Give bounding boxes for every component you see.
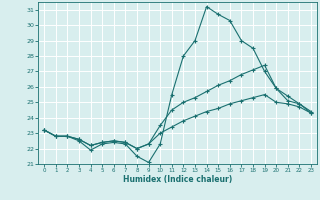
X-axis label: Humidex (Indice chaleur): Humidex (Indice chaleur) (123, 175, 232, 184)
